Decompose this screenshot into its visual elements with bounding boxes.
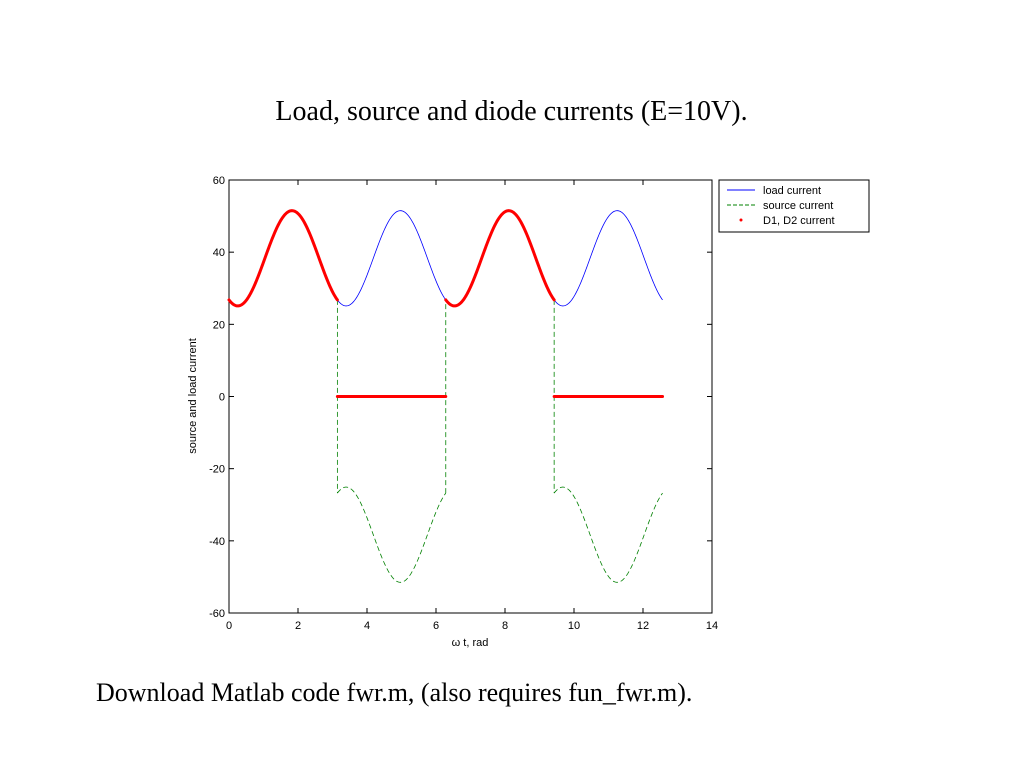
footer-text: Download Matlab code fwr.m, (also requir… bbox=[96, 678, 693, 707]
y-tick-label: -40 bbox=[209, 536, 225, 548]
y-axis-label: source and load current bbox=[187, 338, 199, 454]
axis-ticks: 0 2 4 6 8 10 12 14 -60 -40 -20 0 20 40 60 bbox=[209, 175, 718, 632]
y-tick-label: 40 bbox=[213, 247, 225, 259]
x-axis-label: ω t, rad bbox=[452, 637, 489, 649]
x-tick-label: 12 bbox=[637, 620, 649, 632]
slide-title: Load, source and diode currents (E=10V). bbox=[275, 96, 748, 127]
y-tick-label: -60 bbox=[209, 608, 225, 620]
legend-marker bbox=[739, 218, 743, 222]
legend-label: load current bbox=[763, 185, 821, 197]
x-tick-label: 6 bbox=[433, 620, 439, 632]
x-tick-label: 2 bbox=[295, 620, 301, 632]
x-tick-label: 8 bbox=[502, 620, 508, 632]
y-tick-label: 20 bbox=[213, 319, 225, 331]
y-tick-label: 0 bbox=[219, 392, 225, 404]
x-tick-label: 4 bbox=[364, 620, 370, 632]
series-diode-current bbox=[227, 209, 665, 398]
x-tick-label: 14 bbox=[706, 620, 718, 632]
legend-box bbox=[718, 179, 870, 233]
x-tick-label: 10 bbox=[568, 620, 580, 632]
series-layer bbox=[227, 209, 665, 583]
legend-label: source current bbox=[763, 200, 833, 212]
y-tick-label: -20 bbox=[209, 464, 225, 476]
x-tick-label: 0 bbox=[226, 620, 232, 632]
y-tick-label: 60 bbox=[213, 175, 225, 187]
legend: load current source current D1, D2 current bbox=[718, 179, 870, 233]
legend-label: D1, D2 current bbox=[763, 215, 835, 227]
